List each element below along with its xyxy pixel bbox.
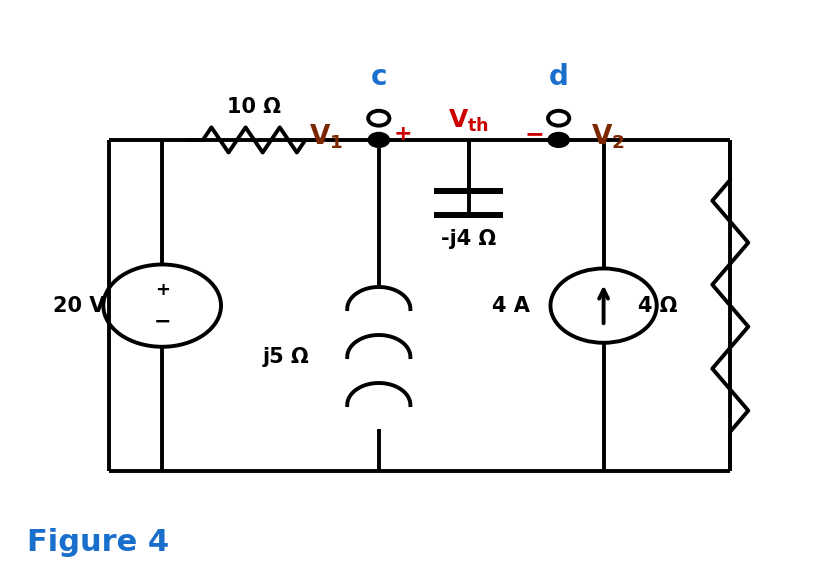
Text: -j4 Ω: -j4 Ω	[441, 229, 496, 249]
Text: Figure 4: Figure 4	[27, 529, 170, 557]
Circle shape	[548, 111, 570, 126]
Text: 20 V: 20 V	[53, 295, 105, 316]
Circle shape	[368, 133, 389, 147]
Text: $\mathbf{V_{th}}$: $\mathbf{V_{th}}$	[449, 108, 489, 134]
Text: c: c	[370, 63, 387, 91]
Text: +: +	[394, 124, 412, 144]
Circle shape	[548, 133, 570, 147]
Text: j5 Ω: j5 Ω	[263, 347, 309, 367]
Circle shape	[368, 111, 389, 126]
Text: $\mathbf{V_1}$: $\mathbf{V_1}$	[309, 123, 342, 151]
Text: 10 Ω: 10 Ω	[227, 97, 281, 117]
Text: +: +	[155, 281, 170, 299]
Text: d: d	[549, 63, 569, 91]
Text: 4 Ω: 4 Ω	[638, 295, 677, 316]
Text: $\mathbf{V_2}$: $\mathbf{V_2}$	[591, 123, 625, 151]
Text: −: −	[524, 122, 544, 146]
Text: 4 A: 4 A	[492, 295, 530, 316]
Text: −: −	[153, 311, 171, 331]
